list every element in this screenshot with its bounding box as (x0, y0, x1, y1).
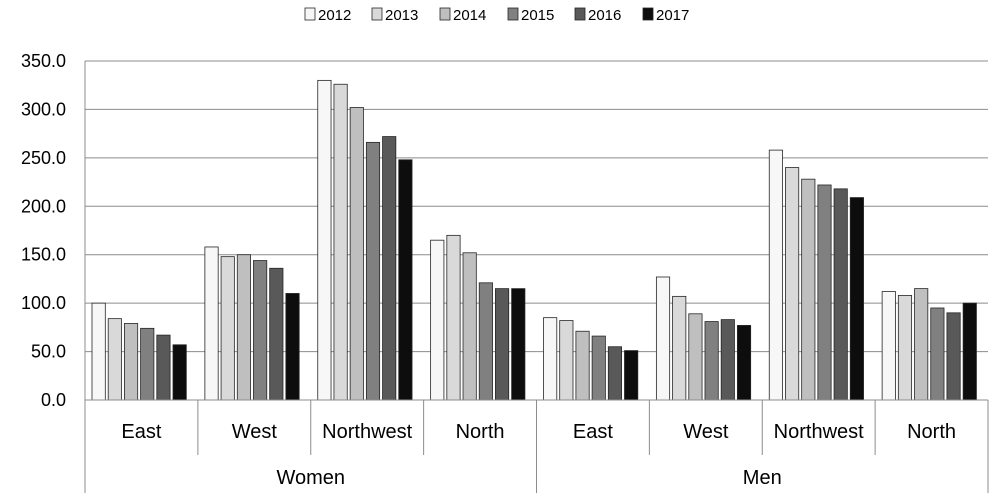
legend: 2012 2013 2014 2015 2016 2017 (304, 7, 689, 24)
y-tick-label: 0.0 (41, 390, 66, 410)
bar-2012-east (543, 317, 558, 401)
bar-2014-west (688, 313, 703, 401)
bar-2013-northwest (785, 167, 800, 401)
bar-2016-east (156, 334, 171, 401)
bar-2012-northwest (768, 149, 783, 401)
bar-2012-west (204, 246, 219, 401)
y-tick-label: 200.0 (21, 196, 66, 216)
bar-2017-east (624, 350, 639, 401)
bar-2015-north (930, 307, 945, 401)
legend-swatch-2017 (642, 7, 654, 21)
category-label: Northwest (322, 421, 412, 443)
category-label: East (121, 421, 161, 443)
bar-2016-east (607, 346, 622, 401)
legend-swatch-2016 (574, 7, 586, 21)
bar-2013-west (220, 256, 235, 401)
bar-2012-west (655, 276, 671, 401)
legend-label: 2012 (318, 7, 351, 24)
bar-2016-northwest (382, 136, 397, 401)
bar-2012-northwest (317, 79, 332, 401)
bar-2014-west (236, 254, 251, 401)
bar-2017-west (736, 325, 752, 401)
bar-2014-north (462, 252, 477, 401)
legend-label: 2013 (385, 7, 418, 24)
bars (91, 79, 977, 401)
bar-2013-northwest (333, 83, 348, 401)
axes (84, 61, 989, 493)
bar-2017-northwest (398, 159, 413, 401)
legend-label: 2015 (521, 7, 554, 24)
bar-2017-north (962, 302, 977, 401)
category-label: West (232, 421, 278, 443)
legend-label: 2016 (588, 7, 621, 24)
bar-2017-northwest (849, 197, 864, 401)
bar-2013-east (559, 320, 574, 401)
legend-swatch-2012 (304, 7, 316, 21)
bar-2014-east (575, 330, 590, 401)
gridlines (85, 60, 988, 353)
category-label: North (456, 421, 505, 443)
bar-2014-east (124, 323, 139, 401)
bar-2012-north (430, 239, 445, 401)
bar-2012-north (881, 291, 896, 401)
category-labels: East West Northwest North East West Northwest N… (121, 421, 956, 489)
y-tick-label: 350.0 (21, 51, 66, 71)
legend-swatch-2013 (371, 7, 383, 21)
bar-2015-east (591, 335, 606, 401)
bar-2014-north (914, 288, 929, 401)
y-tick-label: 300.0 (21, 99, 66, 119)
bar-2017-west (285, 293, 300, 401)
category-label: West (683, 421, 729, 443)
bar-2013-west (672, 295, 687, 401)
bar-2013-east (107, 318, 122, 401)
bar-2017-east (172, 344, 187, 401)
bar-2017-north (511, 288, 526, 401)
category-label: Northwest (774, 421, 864, 443)
group-label: Women (276, 467, 345, 489)
bar-2015-northwest (817, 184, 832, 401)
bar-2015-west (253, 260, 268, 401)
bar-2016-north (946, 312, 961, 401)
bar-2016-north (495, 288, 510, 401)
bar-2015-northwest (365, 141, 381, 401)
legend-label: 2017 (656, 7, 689, 24)
bar-2014-northwest (349, 107, 364, 401)
bar-2015-east (140, 327, 155, 401)
bar-2014-northwest (801, 178, 816, 401)
legend-label: 2014 (453, 7, 486, 24)
bar-2016-northwest (833, 188, 848, 401)
bar-2013-north (446, 234, 461, 401)
bar-2016-west (269, 267, 284, 401)
bar-2016-west (720, 319, 735, 401)
y-tick-label: 150.0 (21, 245, 66, 265)
category-label: North (907, 421, 956, 443)
legend-swatch-2014 (439, 7, 451, 21)
y-tick-label: 50.0 (31, 342, 66, 362)
y-tick-label: 100.0 (21, 293, 66, 313)
group-label: Men (743, 467, 782, 489)
bar-2015-north (478, 282, 493, 401)
legend-swatch-2015 (507, 7, 519, 21)
y-tick-label: 250.0 (21, 148, 66, 168)
bar-2013-north (897, 294, 913, 401)
bar-2015-west (704, 321, 719, 401)
bar-2012-east (91, 302, 106, 401)
y-axis-ticks: 0.0 50.0 100.0 150.0 200.0 250.0 300.0 350.0 (21, 51, 66, 410)
category-label: East (573, 421, 613, 443)
